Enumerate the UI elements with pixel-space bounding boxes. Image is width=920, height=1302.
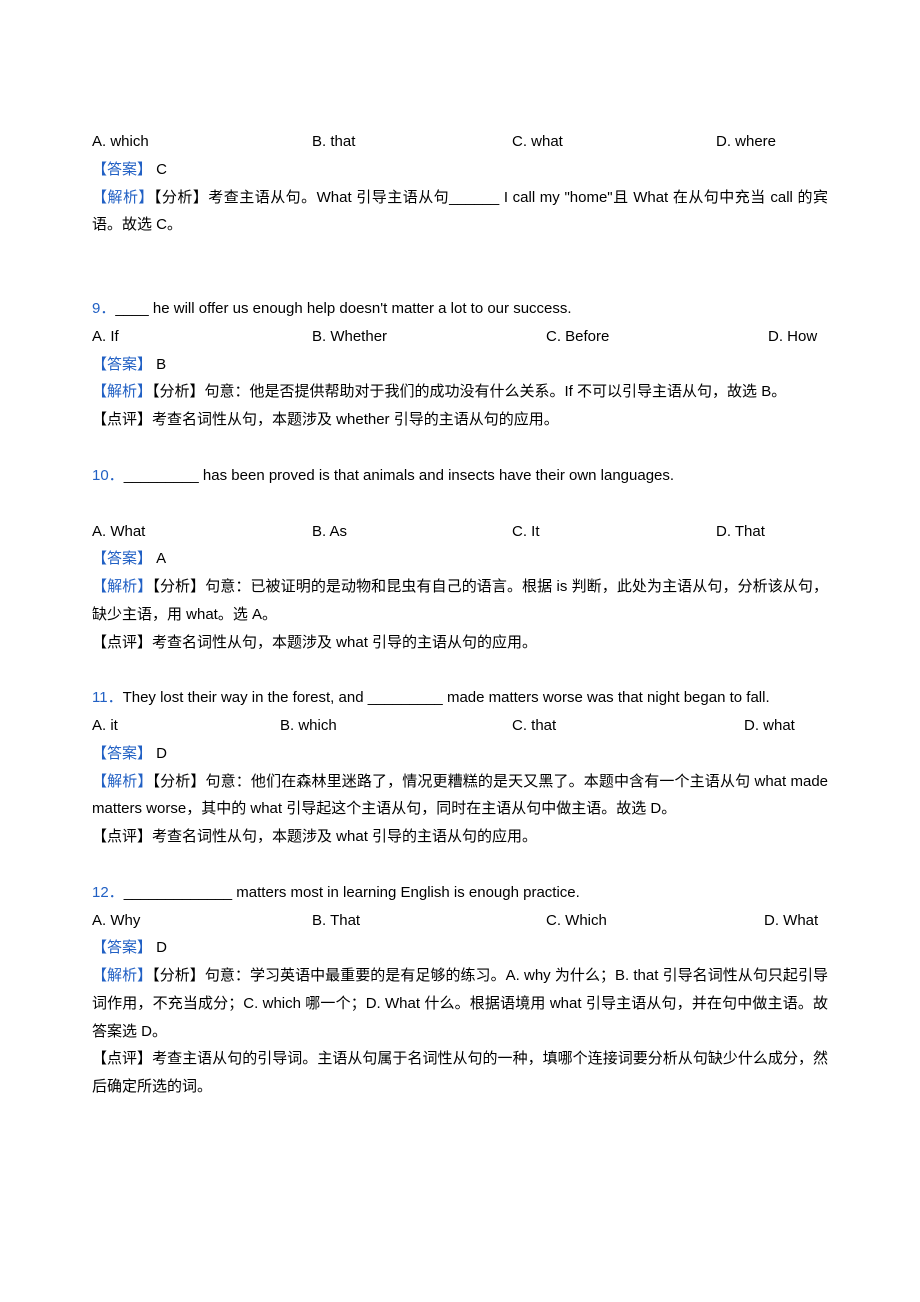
q12-option-d: D. What bbox=[764, 907, 828, 935]
explain-label: 【解析】 bbox=[92, 773, 153, 790]
q9-option-b: B. Whether bbox=[312, 323, 546, 351]
q8-option-b: B. that bbox=[312, 128, 512, 156]
q11-option-b: B. which bbox=[280, 712, 512, 740]
q11-review-text: 考查名词性从句，本题涉及 what 引导的主语从句的应用。 bbox=[152, 828, 537, 845]
q9-answer-line: 【答案】 B bbox=[92, 351, 828, 379]
q11-answer-letter: D bbox=[152, 745, 167, 762]
q10-number: 10． bbox=[92, 467, 124, 484]
answer-label: 【答案】 bbox=[92, 356, 152, 373]
q9-option-a: A. If bbox=[92, 323, 312, 351]
q10-option-c: C. It bbox=[512, 518, 716, 546]
spacer bbox=[92, 851, 828, 879]
q9-option-c: C. Before bbox=[546, 323, 768, 351]
q11-option-d: D. what bbox=[744, 712, 828, 740]
q12-review-text: 考查主语从句的引导词。主语从句属于名词性从句的一种，填哪个连接词要分析从句缺少什… bbox=[92, 1050, 828, 1095]
q11-answer-line: 【答案】 D bbox=[92, 740, 828, 768]
q8-explain-text: 【分析】考查主语从句。What 引导主语从句______ I call my "… bbox=[92, 189, 828, 234]
spacer bbox=[92, 490, 828, 518]
spacer bbox=[92, 239, 828, 295]
q11-option-a: A. it bbox=[92, 712, 280, 740]
q11-review-line: 【点评】考查名词性从句，本题涉及 what 引导的主语从句的应用。 bbox=[92, 823, 828, 851]
review-label: 【点评】 bbox=[92, 828, 152, 845]
q10-explain-line: 【解析】【分析】句意：已被证明的是动物和昆虫有自己的语言。根据 is 判断，此处… bbox=[92, 573, 828, 629]
q8-option-d: D. where bbox=[716, 128, 828, 156]
q12-review-line: 【点评】考查主语从句的引导词。主语从句属于名词性从句的一种，填哪个连接词要分析从… bbox=[92, 1045, 828, 1101]
q12-option-a: A. Why bbox=[92, 907, 312, 935]
q10-answer-line: 【答案】 A bbox=[92, 545, 828, 573]
q10-stem-line: 10．_________ has been proved is that ani… bbox=[92, 462, 828, 490]
q8-explain-line: 【解析】【分析】考查主语从句。What 引导主语从句______ I call … bbox=[92, 184, 828, 240]
q11-stem-line: 11．They lost their way in the forest, an… bbox=[92, 684, 828, 712]
q9-explain-line: 【解析】【分析】句意：他是否提供帮助对于我们的成功没有什么关系。If 不可以引导… bbox=[92, 378, 828, 406]
q11-option-c: C. that bbox=[512, 712, 744, 740]
q10-review-text: 考查名词性从句，本题涉及 what 引导的主语从句的应用。 bbox=[152, 634, 537, 651]
q12-stem-line: 12．_____________ matters most in learnin… bbox=[92, 879, 828, 907]
spacer bbox=[92, 656, 828, 684]
q10-option-b: B. As bbox=[312, 518, 512, 546]
q9-stem: ____ he will offer us enough help doesn'… bbox=[115, 300, 571, 317]
q10-option-d: D. That bbox=[716, 518, 828, 546]
q10-review-line: 【点评】考查名词性从句，本题涉及 what 引导的主语从句的应用。 bbox=[92, 629, 828, 657]
q8-option-c: C. what bbox=[512, 128, 716, 156]
q12-explain-text: 【分析】句意：学习英语中最重要的是有足够的练习。A. why 为什么；B. th… bbox=[92, 967, 828, 1040]
q11-options-row: A. it B. which C. that D. what bbox=[92, 712, 828, 740]
q9-explain-text: 【分析】句意：他是否提供帮助对于我们的成功没有什么关系。If 不可以引导主语从句… bbox=[152, 383, 786, 400]
q12-stem: _____________ matters most in learning E… bbox=[124, 884, 580, 901]
explain-label: 【解析】 bbox=[92, 967, 152, 984]
q8-answer-line: 【答案】 C bbox=[92, 156, 828, 184]
answer-label: 【答案】 bbox=[92, 161, 152, 178]
q11-stem: They lost their way in the forest, and _… bbox=[123, 689, 770, 706]
spacer bbox=[92, 434, 828, 462]
q9-options-row: A. If B. Whether C. Before D. How bbox=[92, 323, 828, 351]
q9-stem-line: 9．____ he will offer us enough help does… bbox=[92, 295, 828, 323]
q9-review-text: 考查名词性从句，本题涉及 whether 引导的主语从句的应用。 bbox=[152, 411, 559, 428]
answer-label: 【答案】 bbox=[92, 745, 152, 762]
q11-explain-text: 【分析】句意：他们在森林里迷路了，情况更糟糕的是天又黑了。本题中含有一个主语从句… bbox=[92, 773, 828, 818]
review-label: 【点评】 bbox=[92, 634, 152, 651]
q11-number: 11． bbox=[92, 689, 123, 706]
q9-answer-letter: B bbox=[152, 356, 166, 373]
q9-number: 9． bbox=[92, 300, 115, 317]
q8-options-row: A. which B. that C. what D. where bbox=[92, 128, 828, 156]
q12-option-b: B. That bbox=[312, 907, 546, 935]
q10-option-a: A. What bbox=[92, 518, 312, 546]
answer-label: 【答案】 bbox=[92, 939, 152, 956]
review-label: 【点评】 bbox=[92, 411, 152, 428]
q12-number: 12． bbox=[92, 884, 124, 901]
q10-explain-text: 【分析】句意：已被证明的是动物和昆虫有自己的语言。根据 is 判断，此处为主语从… bbox=[92, 578, 828, 623]
q8-answer-letter: C bbox=[152, 161, 167, 178]
q10-stem: _________ has been proved is that animal… bbox=[124, 467, 674, 484]
q11-explain-line: 【解析】【分析】句意：他们在森林里迷路了，情况更糟糕的是天又黑了。本题中含有一个… bbox=[92, 768, 828, 824]
page-container: A. which B. that C. what D. where 【答案】 C… bbox=[0, 0, 920, 1302]
q12-option-c: C. Which bbox=[546, 907, 764, 935]
explain-label: 【解析】 bbox=[92, 383, 152, 400]
q10-options-row: A. What B. As C. It D. That bbox=[92, 518, 828, 546]
q12-explain-line: 【解析】【分析】句意：学习英语中最重要的是有足够的练习。A. why 为什么；B… bbox=[92, 962, 828, 1045]
q12-answer-letter: D bbox=[152, 939, 167, 956]
explain-label: 【解析】 bbox=[92, 578, 152, 595]
q12-answer-line: 【答案】 D bbox=[92, 934, 828, 962]
q9-review-line: 【点评】考查名词性从句，本题涉及 whether 引导的主语从句的应用。 bbox=[92, 406, 828, 434]
q8-option-a: A. which bbox=[92, 128, 312, 156]
answer-label: 【答案】 bbox=[92, 550, 152, 567]
q9-option-d: D. How bbox=[768, 323, 828, 351]
review-label: 【点评】 bbox=[92, 1050, 152, 1067]
q12-options-row: A. Why B. That C. Which D. What bbox=[92, 907, 828, 935]
q10-answer-letter: A bbox=[152, 550, 166, 567]
explain-label: 【解析】 bbox=[92, 189, 154, 206]
